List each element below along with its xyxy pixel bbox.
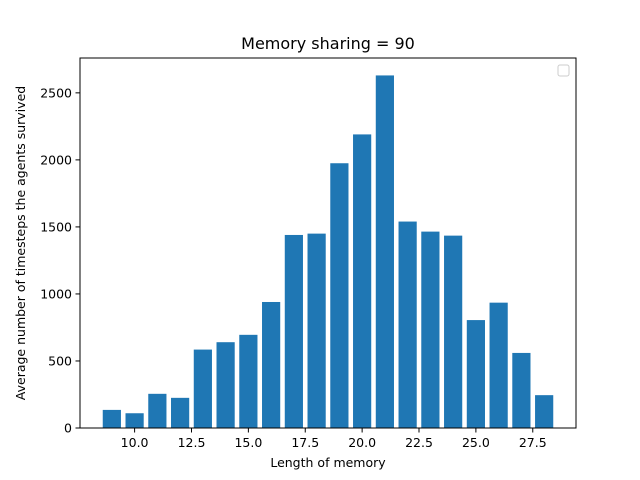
y-tick-label: 1000 bbox=[40, 286, 72, 301]
bar-28 bbox=[535, 395, 554, 428]
y-tick-label: 2000 bbox=[40, 152, 72, 167]
y-axis-label: Average number of timesteps the agents s… bbox=[13, 86, 28, 400]
bar-22 bbox=[398, 221, 417, 428]
bar-20 bbox=[353, 134, 372, 428]
bar-13 bbox=[193, 349, 212, 428]
chart-title: Memory sharing = 90 bbox=[241, 34, 415, 53]
x-axis-label: Length of memory bbox=[270, 455, 386, 470]
y-tick-label: 2500 bbox=[40, 85, 72, 100]
bar-25 bbox=[466, 320, 485, 428]
bar-16 bbox=[262, 301, 281, 428]
bars-group bbox=[102, 75, 554, 429]
y-tick-label: 1500 bbox=[40, 219, 72, 234]
x-tick-label: 17.5 bbox=[291, 435, 319, 450]
bar-10 bbox=[125, 413, 144, 428]
bar-23 bbox=[421, 231, 440, 428]
x-tick-label: 15.0 bbox=[234, 435, 262, 450]
x-tick-label: 22.5 bbox=[405, 435, 433, 450]
y-tick-label: 500 bbox=[48, 353, 72, 368]
bar-17 bbox=[284, 234, 303, 428]
bar-27 bbox=[512, 352, 531, 428]
y-tick-label: 0 bbox=[64, 421, 72, 436]
legend-box bbox=[557, 64, 570, 77]
x-tick-label: 12.5 bbox=[178, 435, 206, 450]
bar-24 bbox=[444, 235, 463, 428]
bar-21 bbox=[375, 75, 394, 429]
bar-9 bbox=[102, 409, 121, 428]
y-ticks-group: 0 500 1000 1500 2000 2500 bbox=[40, 85, 80, 436]
plot-frame bbox=[79, 57, 577, 429]
x-tick-label: 20.0 bbox=[348, 435, 376, 450]
x-tick-label: 27.5 bbox=[519, 435, 547, 450]
bar-12 bbox=[171, 397, 190, 428]
bar-11 bbox=[148, 393, 167, 428]
bar-19 bbox=[330, 163, 349, 429]
bar-18 bbox=[307, 233, 326, 428]
bar-14 bbox=[216, 342, 235, 428]
bar-26 bbox=[489, 302, 508, 428]
x-tick-label: 10.0 bbox=[121, 435, 149, 450]
bar-15 bbox=[239, 334, 258, 428]
x-tick-label: 25.0 bbox=[462, 435, 490, 450]
x-ticks-group: 10.0 12.5 15.0 17.5 20.0 22.5 25.0 27.5 bbox=[121, 428, 547, 450]
